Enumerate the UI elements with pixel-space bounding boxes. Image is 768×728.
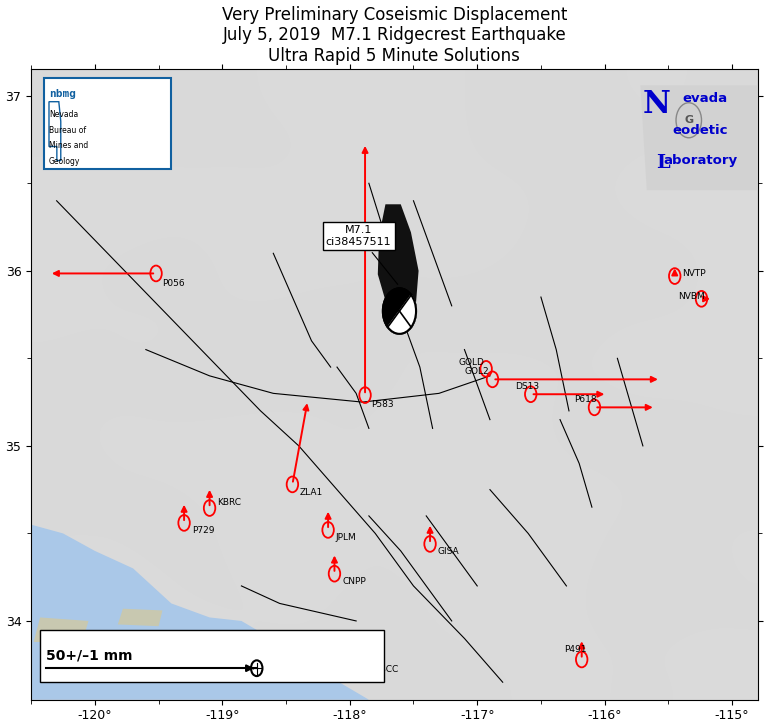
Polygon shape xyxy=(388,295,416,334)
Circle shape xyxy=(383,288,416,334)
Text: SBCC: SBCC xyxy=(374,665,399,673)
Text: Bureau of: Bureau of xyxy=(49,125,86,135)
Text: NVBM: NVBM xyxy=(679,292,705,301)
Text: G: G xyxy=(684,115,694,125)
Text: aboratory: aboratory xyxy=(664,154,737,167)
Text: M7.1
ci38457511: M7.1 ci38457511 xyxy=(326,225,398,285)
Text: KBRC: KBRC xyxy=(217,497,241,507)
Text: P729: P729 xyxy=(192,526,214,535)
Polygon shape xyxy=(383,288,411,327)
Title: Very Preliminary Coseismic Displacement
July 5, 2019  M7.1 Ridgecrest Earthquake: Very Preliminary Coseismic Displacement … xyxy=(222,6,567,65)
Polygon shape xyxy=(31,525,369,700)
Text: CNPP: CNPP xyxy=(342,577,366,586)
Text: nbmg: nbmg xyxy=(49,89,76,99)
Polygon shape xyxy=(378,205,419,313)
Text: evada: evada xyxy=(683,92,727,106)
Text: Nevada: Nevada xyxy=(49,110,78,119)
Bar xyxy=(40,630,384,682)
Polygon shape xyxy=(641,85,768,190)
Text: P491: P491 xyxy=(564,646,587,654)
Text: Mines and: Mines and xyxy=(49,141,88,150)
Text: Geology: Geology xyxy=(49,157,81,166)
Bar xyxy=(44,78,171,170)
Text: NVTP: NVTP xyxy=(683,269,706,278)
Text: ZLA1: ZLA1 xyxy=(300,488,323,497)
Text: P056: P056 xyxy=(162,279,185,288)
Text: DS13: DS13 xyxy=(515,382,540,391)
Text: P618: P618 xyxy=(574,395,597,404)
Text: JPLM: JPLM xyxy=(336,534,356,542)
Text: L: L xyxy=(656,154,669,172)
Text: GOL2: GOL2 xyxy=(465,367,489,376)
Text: GOLD: GOLD xyxy=(458,358,484,368)
Circle shape xyxy=(676,103,701,138)
Text: eodetic: eodetic xyxy=(672,124,728,137)
Polygon shape xyxy=(34,617,88,642)
Text: GISA: GISA xyxy=(438,547,459,556)
Text: 50+/–1 mm: 50+/–1 mm xyxy=(46,649,133,662)
Polygon shape xyxy=(118,609,162,626)
Text: N: N xyxy=(643,89,670,119)
Text: ELLY: ELLY xyxy=(328,649,348,658)
Text: P583: P583 xyxy=(372,400,394,409)
